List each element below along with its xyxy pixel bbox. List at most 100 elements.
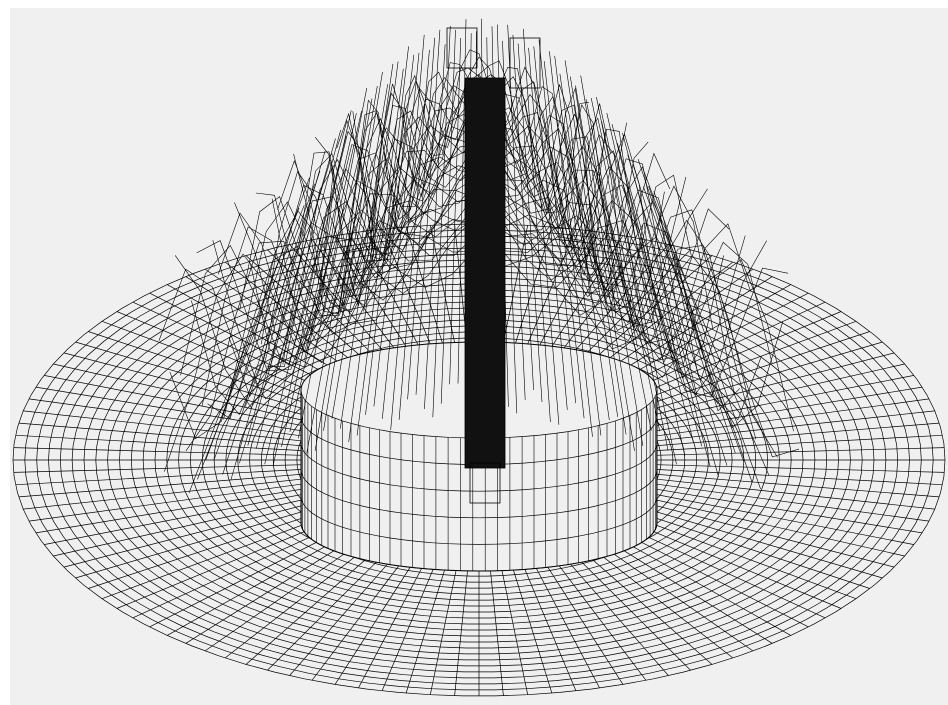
disc-spoke-line [28,480,327,522]
skirt-vertical-line [627,154,719,478]
skirt-vertical-line [415,29,441,395]
disc-spoke-line [626,375,915,432]
disc-spoke-line [13,463,321,473]
disc-spoke-line [620,496,895,568]
skirt-vertical-line [632,163,728,466]
disc-spoke-line [635,472,940,498]
skirt-vertical-line [264,135,347,465]
collar-ring-line [300,443,658,492]
skirt-vertical-line [523,28,551,423]
skirt-vertical-line [382,52,420,419]
disc-spoke-line [636,434,943,452]
skirt-vertical-line [559,73,610,421]
skirt-vertical-line [575,85,635,451]
skirt-vertical-line [407,37,435,400]
skirt-vertical-line [601,121,677,465]
disc-spoke-line [633,476,935,510]
disc-spoke-line [35,484,329,534]
skirt-vertical-line [653,191,761,490]
disc-spoke-line [635,422,940,448]
disc-spoke-line [631,480,930,522]
skirt-vertical-line [533,46,568,410]
disc-spoke-line [63,352,338,424]
skirt-vertical-line [281,113,357,447]
skirt-contour-line [347,67,611,307]
skirt-vertical-line [512,34,534,391]
skirt-vertical-line [507,24,526,400]
skirt-vertical-line [580,75,644,446]
skirt-vertical-line [390,34,425,431]
wireframe-viewport [10,8,948,705]
disc-spoke-line [616,499,883,579]
skirt-vertical-line [543,61,585,419]
disc-spoke-line [620,352,895,424]
skirt-vertical-line [648,186,753,483]
disc-spoke-line [629,484,923,534]
disc-spoke-line [18,472,323,498]
skirt-vertical-line [323,71,383,431]
skirt-vertical-line [432,25,451,418]
skirt-vertical-line [570,76,627,435]
skirt-vertical-line [306,98,373,454]
skirt-vertical-line [398,49,430,420]
central-column [464,77,506,469]
disc-spoke-line [35,386,329,436]
collar-ring-line [300,496,658,545]
skirt-vertical-line [585,98,652,431]
disc-spoke-line [75,499,342,579]
skirt-contour-line [331,73,627,299]
skirt-vertical-line [255,129,341,449]
collar-ring-line [300,522,658,572]
skirt-contour-line [352,56,606,277]
disc-spoke-line [633,410,935,444]
skirt-vertical-line [247,138,336,446]
skirt-vertical-line [314,86,378,451]
disc-spoke-line [23,476,325,510]
disc-spoke-line [43,488,332,545]
disc-spoke-line [616,341,883,421]
disc-spoke-line [18,422,323,448]
skirt-vertical-line [658,217,770,476]
skirt-vertical-line [611,124,694,442]
disc-spoke-line [636,468,943,486]
disc-spoke-line [623,492,905,557]
skirt-vertical-line [617,142,703,447]
skirt-vertical-line [222,170,321,475]
skirt-vertical-line [564,60,618,417]
skirt-vertical-line [517,43,543,403]
skirt-vertical-line [373,54,415,407]
skirt-vertical-line [449,37,461,385]
peak-right [509,37,541,89]
skirt-vertical-line [549,51,593,437]
skirt-vertical-line [554,55,602,436]
disc-spoke-line [626,488,915,545]
disc-spoke-line [15,468,322,486]
skirt-vertical-line [538,39,576,404]
disc-spoke-line [23,410,325,444]
skirt-vertical-line [298,87,368,439]
skirt-vertical-line [348,61,399,443]
collar-ring-line [300,469,658,519]
skirt-vertical-line [365,46,409,415]
skirt-vertical-line [528,47,560,425]
skirt-vertical-line [356,68,404,436]
disc-spoke-line [53,363,335,428]
skirt-vertical-line [289,110,362,432]
skirt-vertical-line [331,84,388,419]
wireframe-mesh [12,18,946,697]
skirt-vertical-line [205,177,310,461]
skirt-vertical-line [424,44,446,410]
skirt-vertical-line [643,186,745,462]
disc-spoke-line [13,447,321,457]
peak-left [446,27,478,69]
disc-spoke-line [15,434,322,452]
skirt-vertical-line [340,63,394,429]
disc-spoke-line [28,398,327,440]
disc-spoke-line [623,363,905,428]
disc-spoke-line [75,341,342,421]
skirt-vertical-line [213,183,315,460]
disc-spoke-line [637,463,945,473]
skirt-vertical-line [596,97,669,451]
skirt-vertical-line [272,110,352,466]
disc-spoke-line [53,492,335,557]
